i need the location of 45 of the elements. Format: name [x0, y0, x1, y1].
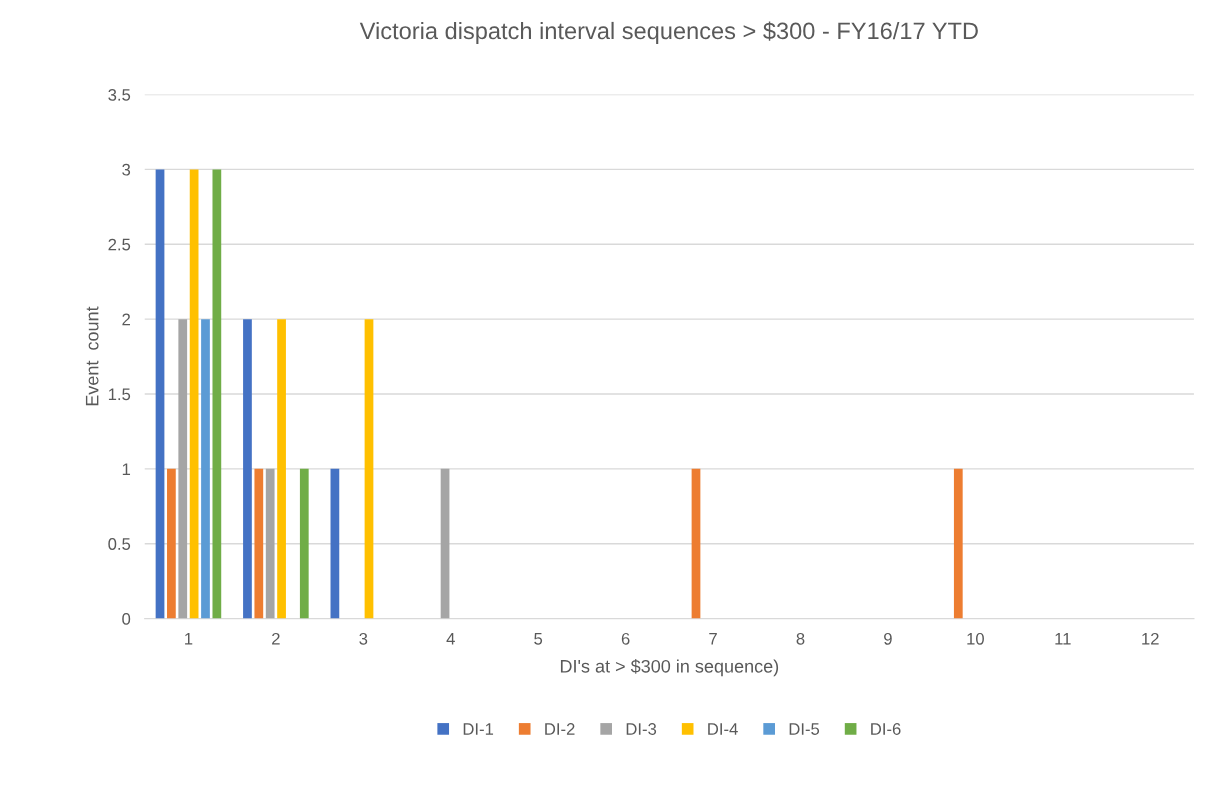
x-tick-label: 3 — [359, 632, 368, 645]
bar — [277, 319, 286, 619]
bar — [201, 319, 210, 619]
legend-label: DI-6 — [871, 723, 901, 735]
bar — [265, 468, 275, 619]
bar — [178, 319, 188, 619]
x-axis-title: DI's at > $300 in sequence) — [560, 659, 779, 677]
bar — [440, 468, 450, 619]
legend-label: DI-2 — [545, 723, 575, 735]
bar — [243, 319, 252, 619]
legend-label: DI-4 — [708, 723, 738, 735]
x-tick-label: 8 — [796, 632, 805, 645]
bar — [254, 468, 264, 619]
bar — [167, 468, 176, 619]
y-tick-label: 2 — [122, 313, 130, 326]
y-tick-label: 1 — [122, 463, 131, 475]
x-tick-label: 4 — [446, 633, 455, 645]
x-tick-label: 2 — [272, 632, 280, 645]
bar — [299, 468, 309, 619]
bar — [330, 468, 340, 619]
bar — [212, 169, 222, 619]
y-tick-label: 0.5 — [108, 538, 131, 550]
x-tick-label: 10 — [967, 632, 984, 645]
y-axis-title: Event count — [85, 306, 99, 406]
bar — [691, 468, 701, 619]
legend-label: DI-3 — [626, 723, 657, 735]
legend-label: DI-5 — [789, 723, 820, 735]
y-tick-label: 2.5 — [108, 238, 131, 251]
x-tick-label: 9 — [884, 632, 892, 645]
x-tick-label: 12 — [1142, 632, 1159, 645]
y-tick-label: 3 — [122, 163, 131, 176]
y-tick-label: 0 — [122, 612, 131, 625]
bar — [155, 169, 165, 619]
x-tick-label: 6 — [621, 632, 630, 645]
y-tick-label: 3.5 — [108, 88, 131, 101]
x-tick-label: 11 — [1055, 633, 1071, 645]
x-tick-label: 1 — [185, 633, 193, 645]
bar — [189, 169, 199, 619]
x-tick-label: 5 — [534, 633, 543, 645]
legend-label: DI-1 — [463, 723, 494, 735]
y-tick-label: 1.5 — [108, 388, 131, 401]
bar — [953, 468, 963, 619]
x-tick-label: 7 — [709, 633, 717, 645]
bar — [364, 319, 374, 619]
chart-title: Victoria dispatch interval sequences > $300 - FY16/17 YTD — [359, 21, 978, 44]
